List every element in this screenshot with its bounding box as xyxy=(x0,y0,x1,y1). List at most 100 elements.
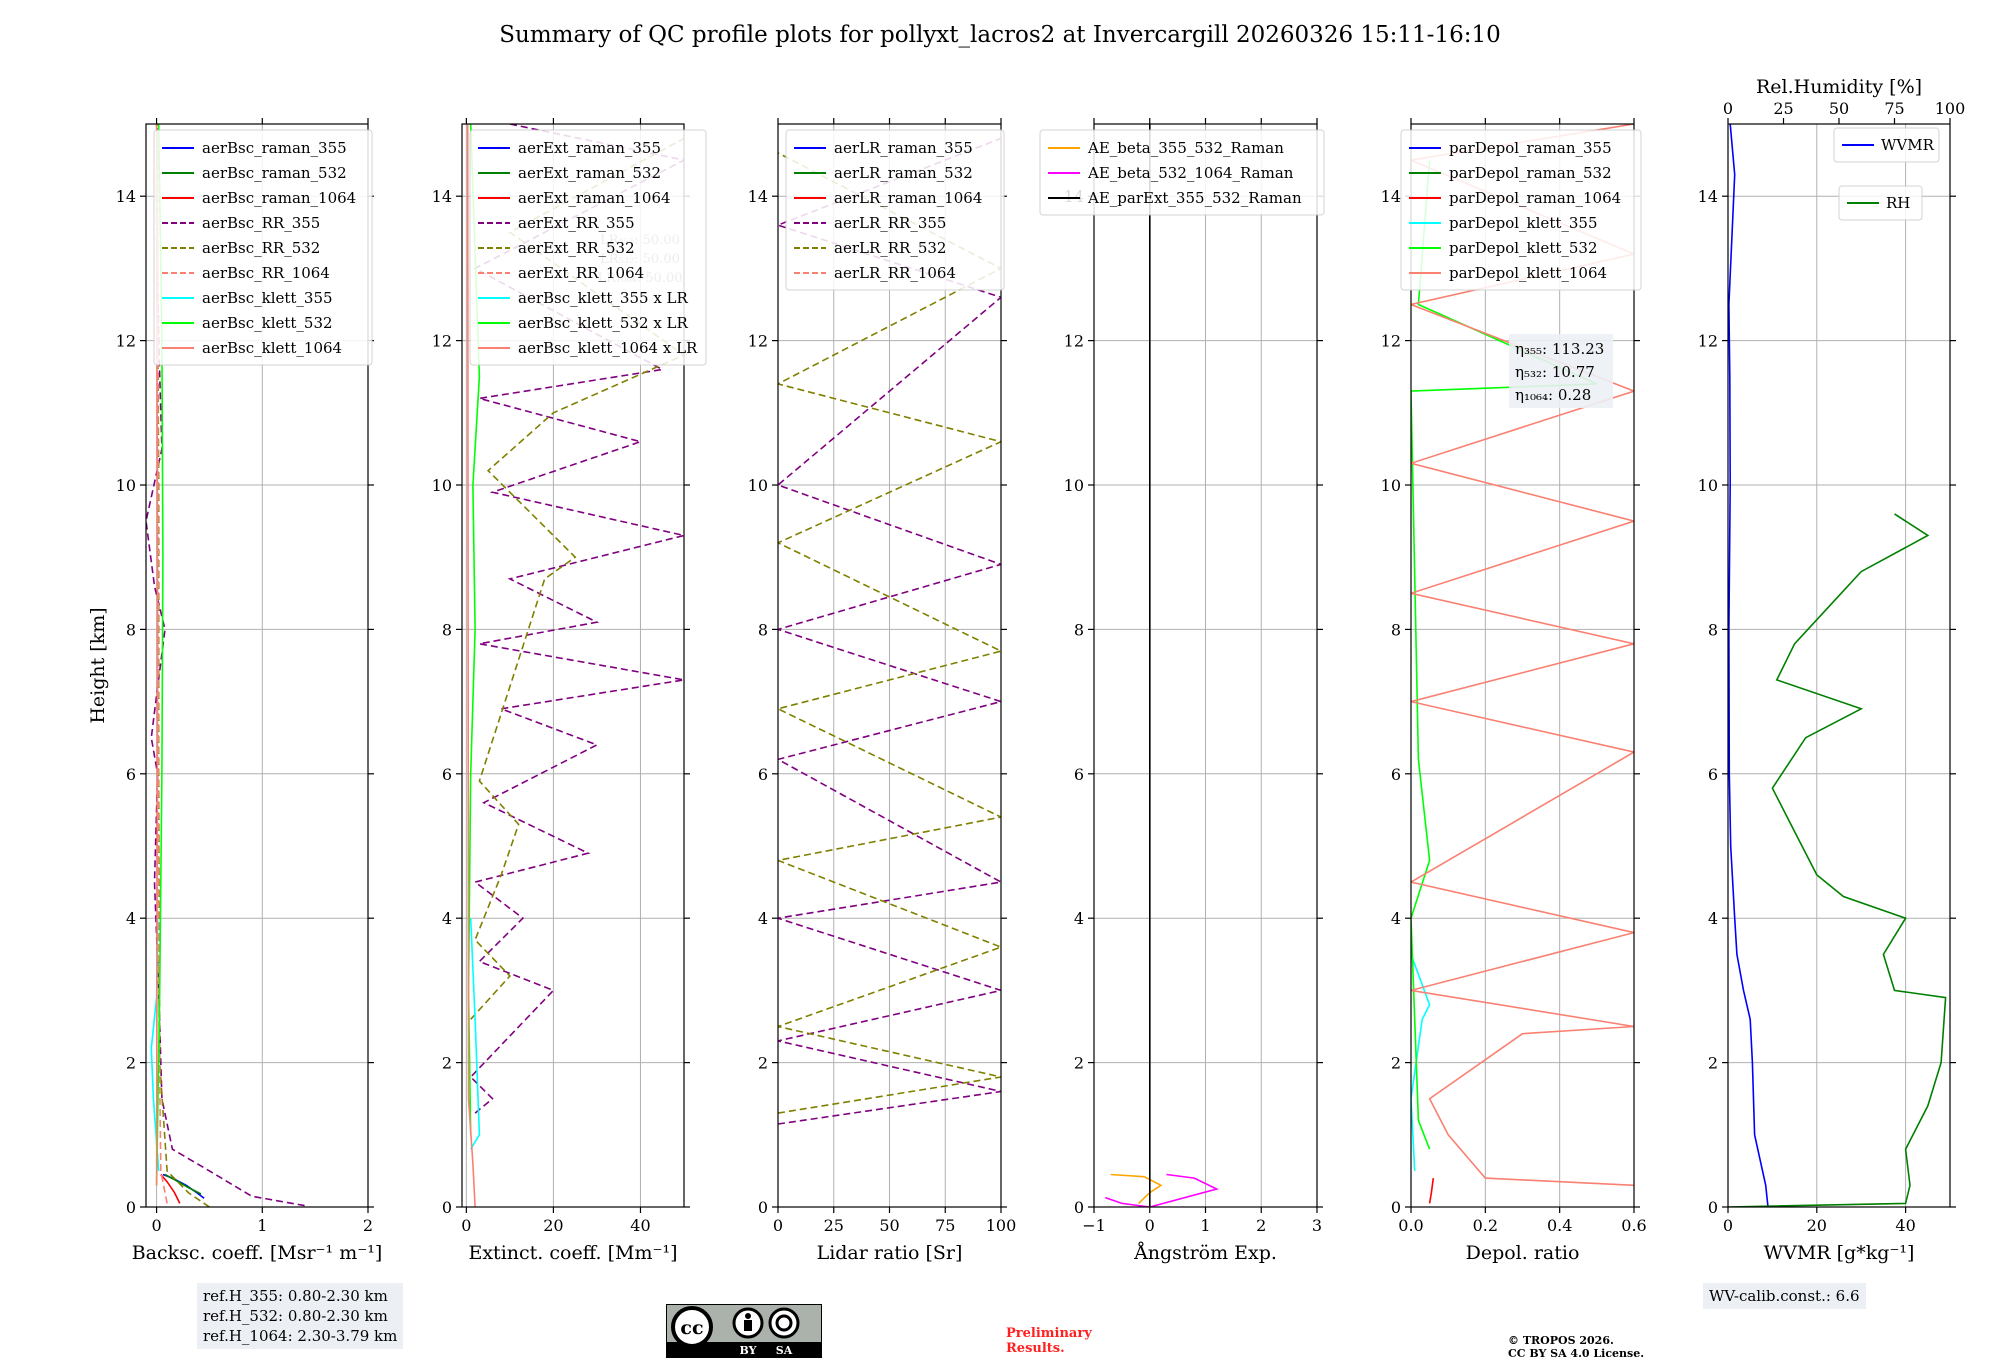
x-tick-label: 100 xyxy=(986,1216,1017,1235)
y-tick-label: 10 xyxy=(1064,476,1084,495)
y-tick-label: 6 xyxy=(758,765,768,784)
legend-label: aerBsc_RR_532 xyxy=(202,239,320,257)
legend-label: aerBsc_raman_355 xyxy=(202,139,347,157)
legend-label: aerExt_raman_1064 xyxy=(518,189,671,207)
x-tick-label: 0 xyxy=(461,1216,471,1235)
top-x-tick-label: 50 xyxy=(1829,99,1849,118)
panel-lidar_ratio: 0 25 50 75 100 0 2 4 6 8 10 12 14 Lidar ratio [Sr] aer… xyxy=(748,118,1017,1264)
y-tick-label: 2 xyxy=(126,1054,136,1073)
y-tick-label: 4 xyxy=(758,909,768,928)
y-tick-label: 6 xyxy=(1391,765,1401,784)
series-line-RH xyxy=(1728,513,1947,1207)
x-tick-label: 1 xyxy=(1200,1216,1210,1235)
x-tick-label: 0.4 xyxy=(1547,1216,1572,1235)
x-tick-label: 75 xyxy=(935,1216,955,1235)
y-tick-label: 6 xyxy=(1074,765,1084,784)
x-tick-label: 20 xyxy=(1807,1216,1827,1235)
x-axis-label: Depol. ratio xyxy=(1466,1242,1580,1264)
y-tick-label: 12 xyxy=(1381,332,1401,351)
sa-label: SA xyxy=(776,1344,793,1357)
legend-label: aerLR_raman_355 xyxy=(834,139,973,157)
legend-label: parDepol_klett_1064 xyxy=(1449,264,1607,282)
top-x-tick-label: 75 xyxy=(1884,99,1904,118)
top-x-tick-label: 100 xyxy=(1935,99,1966,118)
series-line-aerLR_RR_355 xyxy=(778,137,1001,1125)
x-tick-label: 1 xyxy=(257,1216,267,1235)
legend-label: aerExt_RR_532 xyxy=(518,239,635,257)
cc-logo-text: cc xyxy=(680,1317,703,1339)
series-line-parDepol_klett_1064 xyxy=(1411,124,1634,1187)
y-tick-label: 8 xyxy=(758,620,768,639)
y-tick-label: 12 xyxy=(748,332,768,351)
top-axis-label: Rel.Humidity [%] xyxy=(1756,76,1922,98)
x-tick-label: 0 xyxy=(151,1216,161,1235)
legend-label: aerBsc_klett_355 xyxy=(202,289,333,307)
x-tick-label: 2 xyxy=(363,1216,373,1235)
series-line-aerBsc_klett_355 x LR xyxy=(469,918,481,1150)
y-tick-label: 0 xyxy=(1391,1198,1401,1217)
panel-wvmr_rh: 0 20 40 0 2 4 6 8 10 12 14 0 25 50 75 100 Rel.Humidity [… xyxy=(1698,76,1966,1264)
y-tick-label: 0 xyxy=(1074,1198,1084,1217)
y-tick-label: 8 xyxy=(1391,620,1401,639)
legend-label: RH xyxy=(1886,194,1910,212)
y-tick-label: 4 xyxy=(1074,909,1084,928)
eta-label: η₃₅₅: 113.23 xyxy=(1515,340,1604,358)
y-tick-label: 0 xyxy=(1708,1198,1718,1217)
legend-label: aerExt_raman_532 xyxy=(518,164,661,182)
axes-frame xyxy=(145,123,369,1208)
y-tick-label: 2 xyxy=(1074,1054,1084,1073)
legend-label: aerBsc_klett_1064 x LR xyxy=(518,339,698,357)
axes-frame xyxy=(461,123,685,1208)
y-tick-label: 8 xyxy=(1708,620,1718,639)
x-tick-label: 20 xyxy=(543,1216,563,1235)
legend-label: aerBsc_raman_1064 xyxy=(202,189,356,207)
x-axis-label: Ångström Exp. xyxy=(1133,1242,1277,1264)
sa-share-alike-icon xyxy=(768,1307,800,1339)
x-axis-label: WVMR [g*kg⁻¹] xyxy=(1764,1242,1915,1264)
panel-angstrom: −1012302468101214Ångström Exp.AE_beta_35… xyxy=(1039,118,1325,1264)
y-tick-label: 8 xyxy=(1074,620,1084,639)
eta-label: η₅₃₂: 10.77 xyxy=(1515,363,1595,381)
cc-license-badge: cc BY SA xyxy=(666,1304,822,1358)
y-tick-label: 10 xyxy=(748,476,768,495)
series-line-aerBsc_raman_355 xyxy=(162,1173,205,1199)
legend-label: aerExt_RR_355 xyxy=(518,214,635,232)
legend-label: aerLR_RR_1064 xyxy=(834,264,956,282)
y-tick-label: 12 xyxy=(432,332,452,351)
series-line-parDepol_raman_1064 xyxy=(1428,1177,1435,1204)
y-tick-label: 4 xyxy=(1391,909,1401,928)
x-tick-label: 0 xyxy=(773,1216,783,1235)
figure-title: Summary of QC profile plots for pollyxt_… xyxy=(499,22,1501,48)
legend-label: parDepol_klett_355 xyxy=(1449,214,1598,232)
x-tick-label: 25 xyxy=(824,1216,844,1235)
legend-label: AE_beta_355_532_Raman xyxy=(1087,139,1284,157)
x-tick-label: 50 xyxy=(879,1216,899,1235)
x-tick-label: 0.0 xyxy=(1398,1216,1423,1235)
eta-box xyxy=(1509,334,1613,408)
legend-label: aerBsc_klett_355 x LR xyxy=(518,289,689,307)
series-line-parDepol_klett_532 xyxy=(1411,160,1598,1150)
y-tick-label: 4 xyxy=(126,909,136,928)
y-tick-label: 14 xyxy=(116,187,136,206)
legend: aerBsc_raman_355 aerBsc_raman_532 aerBsc_r… xyxy=(153,129,373,366)
legend: parDepol_raman_355 parDepol_raman_532 parD… xyxy=(1400,129,1642,291)
y-tick-label: 14 xyxy=(1698,187,1718,206)
ref-height-532: ref.H_532: 0.80-2.30 km xyxy=(203,1307,388,1325)
y-tick-label: 0 xyxy=(126,1198,136,1217)
wv-calibration-constant: WV-calib.const.: 6.6 xyxy=(1709,1287,1860,1305)
y-tick-label: 0 xyxy=(442,1198,452,1217)
legend-label: aerExt_RR_1064 xyxy=(518,264,644,282)
legend-label: aerLR_raman_532 xyxy=(834,164,973,182)
legend-label: aerBsc_klett_532 xyxy=(202,314,333,332)
series-line-AE_beta_355_532_Raman xyxy=(1110,1173,1163,1204)
legend: WVMR xyxy=(1833,127,1940,163)
series-line-WVMR xyxy=(1728,124,1769,1207)
y-tick-label: 0 xyxy=(758,1198,768,1217)
axes-frame xyxy=(1410,123,1635,1208)
series-line-aerBsc_RR_1064 xyxy=(156,124,168,1204)
x-axis-label: Lidar ratio [Sr] xyxy=(817,1242,963,1264)
series-line-aerBsc_raman_532 xyxy=(164,1173,202,1195)
x-tick-label: 0 xyxy=(1145,1216,1155,1235)
